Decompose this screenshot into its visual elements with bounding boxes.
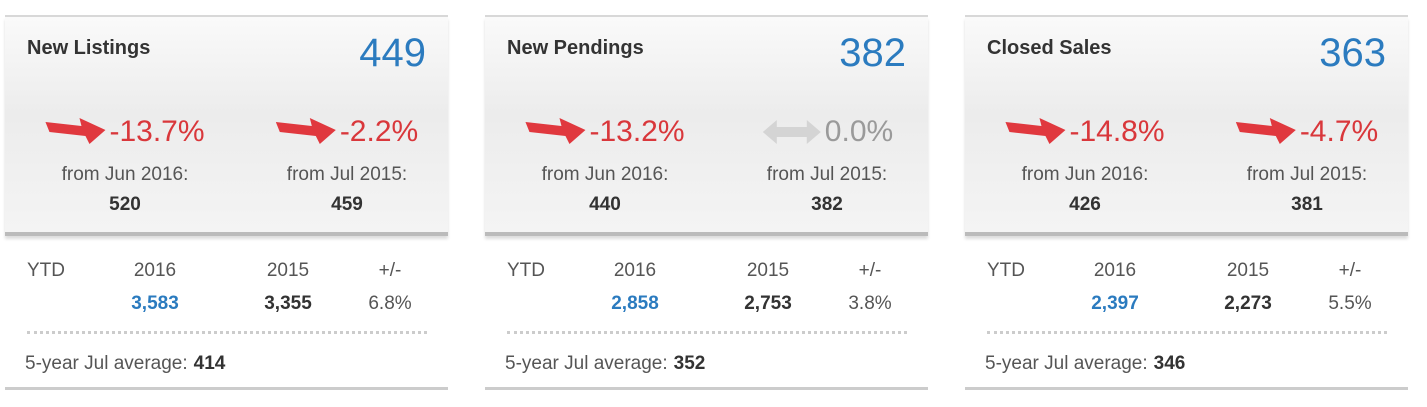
change-from: from Jul 2015: — [766, 164, 888, 185]
card-title: New Pendings — [507, 37, 644, 59]
change-row: -2.2% — [275, 115, 419, 149]
ytd-diff: 6.8% — [368, 293, 412, 314]
trend-arrow — [275, 118, 336, 144]
card-value: 382 — [839, 31, 906, 75]
trend-arrow — [762, 120, 821, 144]
ytd-diff-label: +/- — [378, 260, 402, 281]
change-from: from Jul 2015: — [286, 164, 408, 185]
ytd-year: 2016 — [613, 260, 657, 281]
change-percent: 0.0% — [824, 115, 894, 148]
ytd-value: 2,858 — [611, 293, 659, 314]
ytd-diff: 3.8% — [848, 293, 892, 314]
dotted-divider — [27, 331, 427, 334]
average-value: 414 — [193, 353, 226, 374]
average-label: 5-year Jul average: — [505, 353, 668, 374]
change-percent: -4.7% — [1299, 115, 1379, 148]
change-percent: -13.7% — [109, 115, 205, 148]
card-value: 363 — [1319, 31, 1386, 75]
average-row: 5-year Jul average: 352 — [505, 353, 705, 375]
ytd-label: YTD — [507, 260, 545, 281]
average-value: 352 — [673, 353, 706, 374]
change-from: from Jul 2015: — [1246, 164, 1368, 185]
change-row: -14.8% — [1005, 115, 1165, 149]
trend-arrow — [1005, 118, 1066, 144]
average-label: 5-year Jul average: — [985, 353, 1148, 374]
ytd-value: 2,397 — [1091, 293, 1139, 314]
ytd-year: 2015 — [1226, 260, 1270, 281]
change-base: 381 — [1291, 194, 1323, 215]
change-base: 520 — [109, 194, 141, 215]
ytd-value: 2,753 — [744, 293, 792, 314]
dotted-divider — [987, 331, 1387, 334]
ytd-year: 2015 — [266, 260, 310, 281]
change-from: from Jun 2016: — [61, 164, 189, 185]
trend-arrow — [1235, 118, 1296, 144]
change-percent: -2.2% — [339, 115, 419, 148]
change-percent: -13.2% — [589, 115, 685, 148]
ytd-year: 2016 — [133, 260, 177, 281]
card-title: Closed Sales — [987, 37, 1112, 59]
ytd-label: YTD — [27, 260, 65, 281]
ytd-diff-label: +/- — [858, 260, 882, 281]
trend-arrow — [45, 118, 106, 144]
ytd-diff-label: +/- — [1338, 260, 1362, 281]
change-base: 382 — [811, 194, 843, 215]
change-from: from Jun 2016: — [541, 164, 669, 185]
stat-card: New Listings 449 -13.7% from Jun 2016: 520 -2… — [5, 15, 448, 390]
trend-arrow — [525, 118, 586, 144]
average-row: 5-year Jul average: 346 — [985, 353, 1185, 375]
stat-card: New Pendings 382 -13.2% from Jun 2016: 440 0.… — [485, 15, 928, 390]
card-value: 449 — [359, 31, 426, 75]
change-base: 459 — [331, 194, 363, 215]
change-base: 440 — [589, 194, 621, 215]
change-row: -13.2% — [525, 115, 685, 149]
change-row: 0.0% — [761, 115, 893, 149]
ytd-label: YTD — [987, 260, 1025, 281]
change-base: 426 — [1069, 194, 1101, 215]
change-from: from Jun 2016: — [1021, 164, 1149, 185]
change-percent: -14.8% — [1069, 115, 1165, 148]
stat-card: Closed Sales 363 -14.8% from Jun 2016: 426 -4… — [965, 15, 1408, 390]
ytd-value: 3,355 — [264, 293, 312, 314]
average-value: 346 — [1153, 353, 1186, 374]
ytd-diff: 5.5% — [1328, 293, 1372, 314]
change-row: -13.7% — [45, 115, 205, 149]
ytd-value: 3,583 — [131, 293, 179, 314]
average-label: 5-year Jul average: — [25, 353, 188, 374]
change-row: -4.7% — [1235, 115, 1379, 149]
average-row: 5-year Jul average: 414 — [25, 353, 225, 375]
card-title: New Listings — [27, 37, 151, 59]
ytd-year: 2015 — [746, 260, 790, 281]
dotted-divider — [507, 331, 907, 334]
ytd-year: 2016 — [1093, 260, 1137, 281]
ytd-value: 2,273 — [1224, 293, 1272, 314]
